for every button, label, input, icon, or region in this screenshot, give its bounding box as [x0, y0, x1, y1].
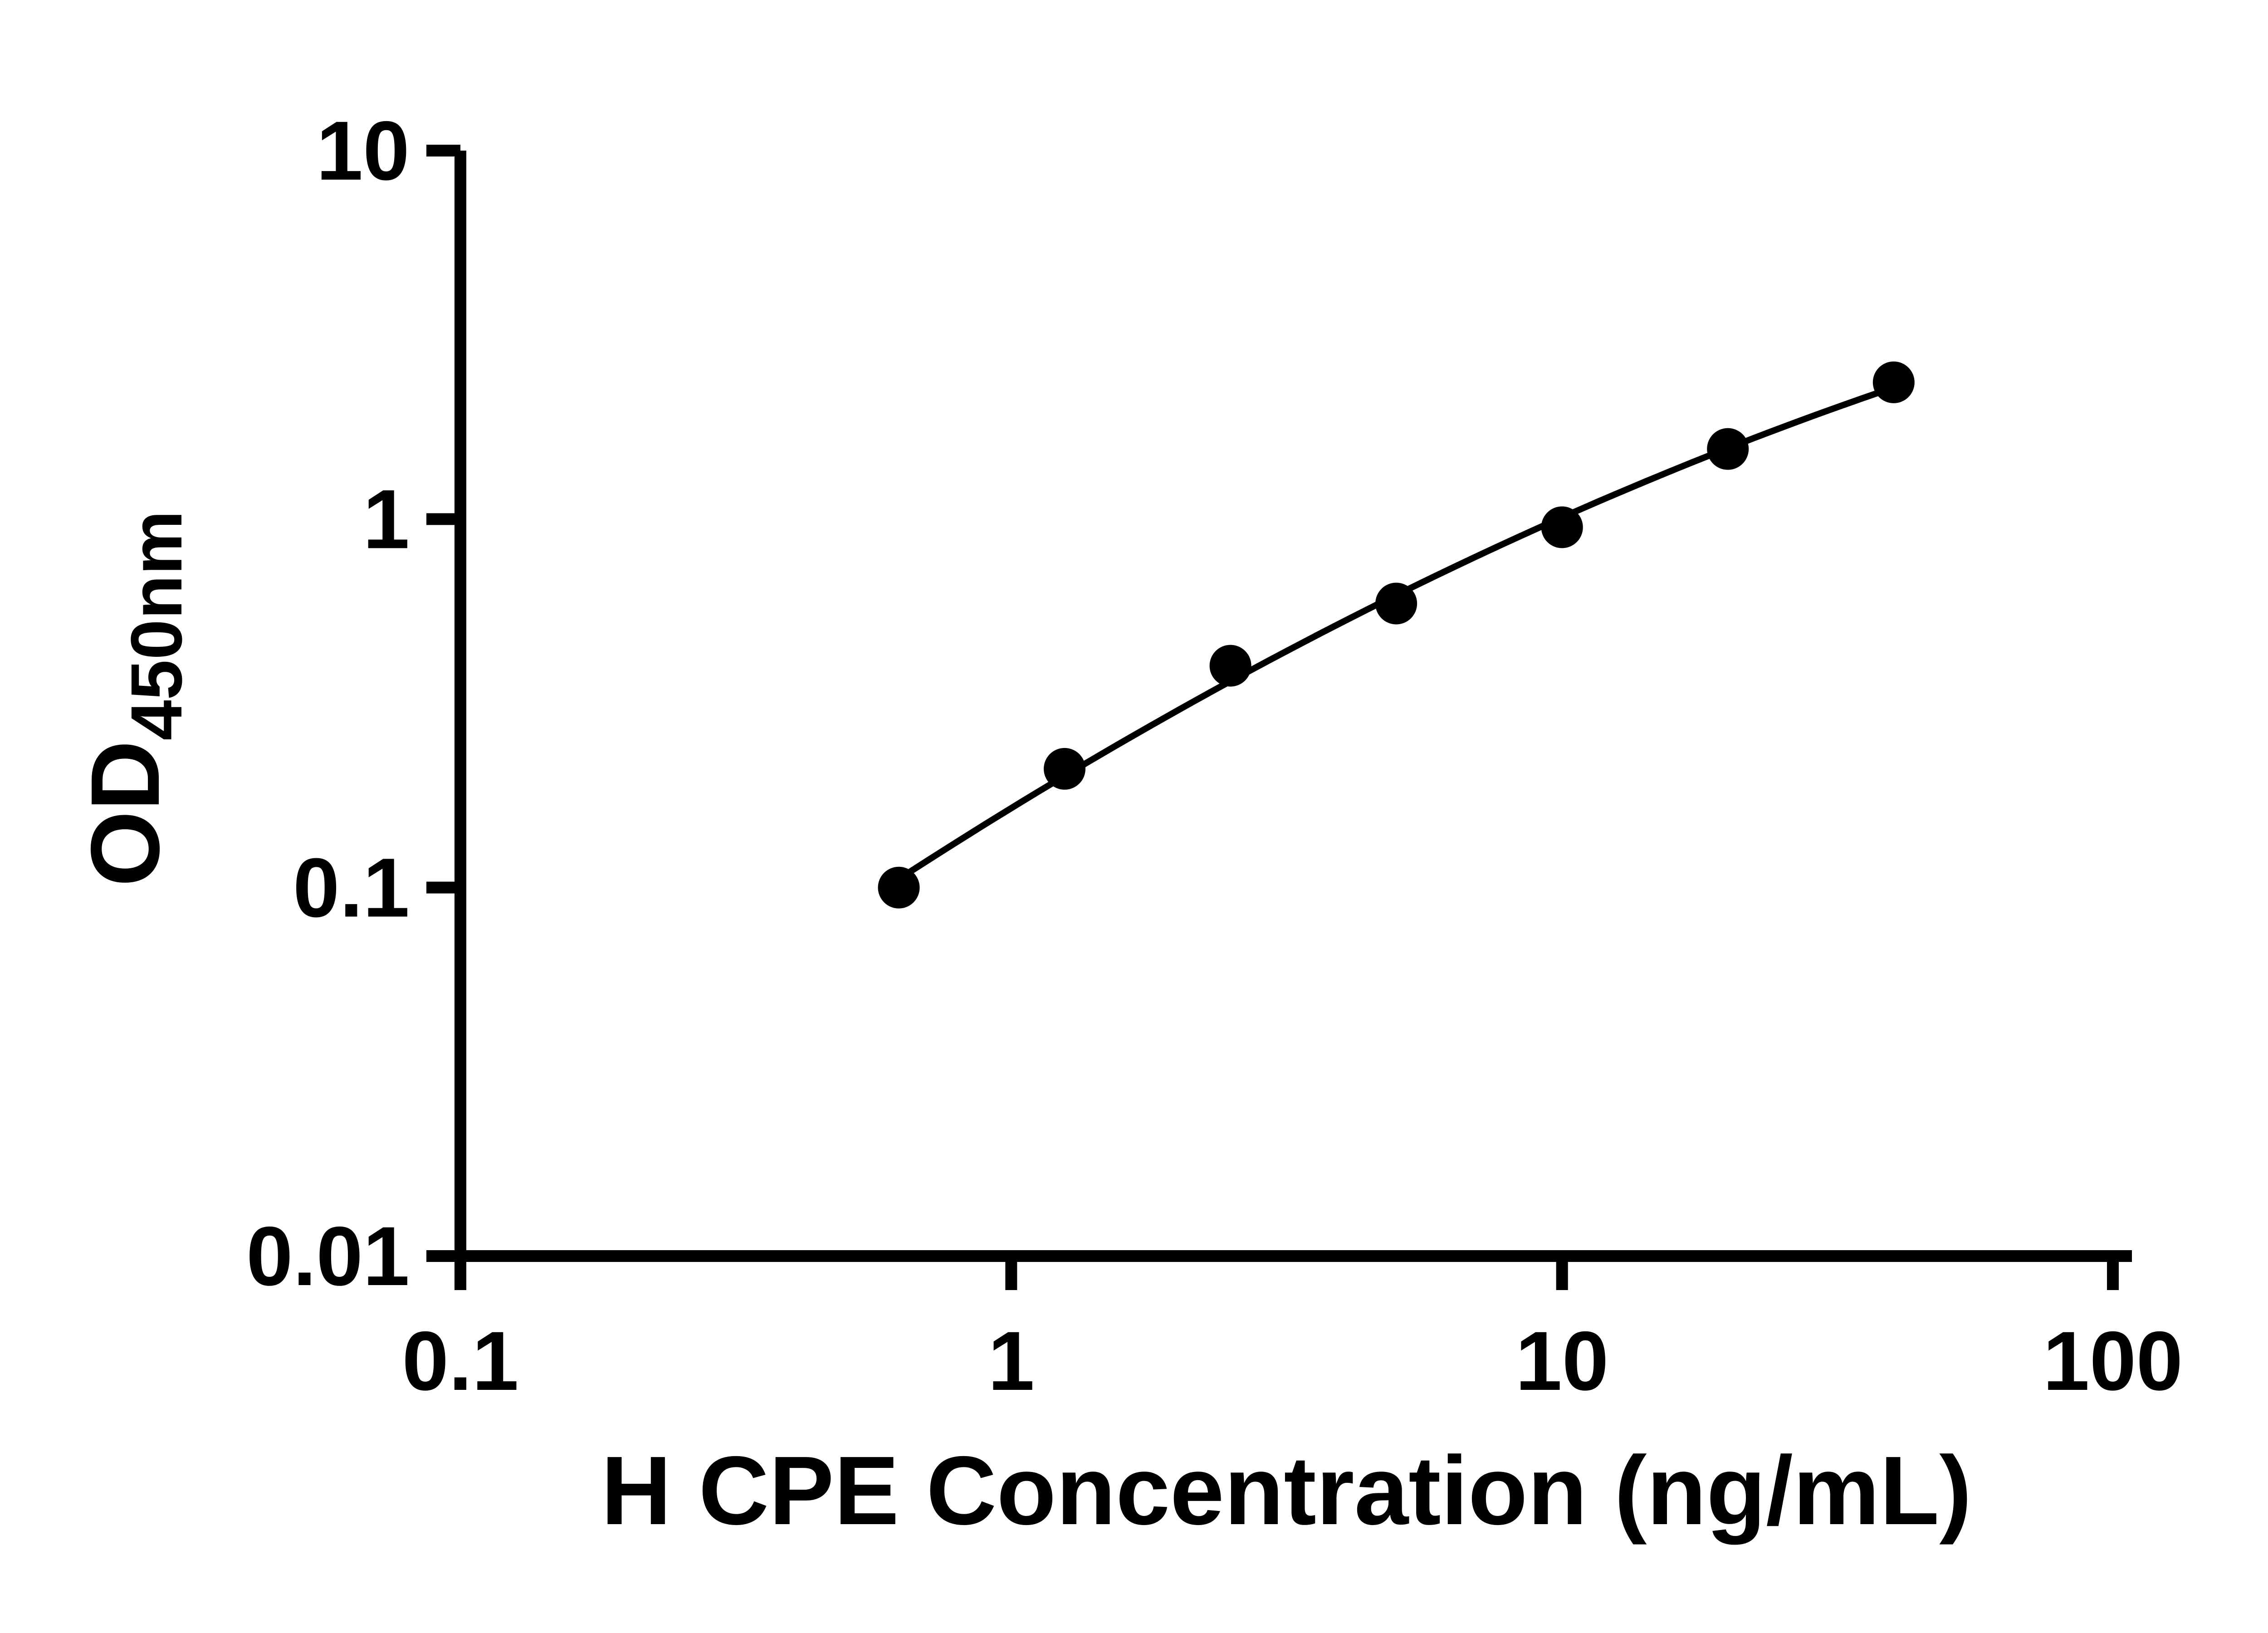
y-axis-tick-label: 0.01 — [246, 1210, 410, 1303]
series-layer — [878, 361, 1915, 909]
data-point — [1209, 645, 1251, 687]
y-axis-tick-label: 0.1 — [293, 841, 410, 935]
x-axis-tick-label: 10 — [1515, 1315, 1609, 1408]
y-axis-title: OD450nm — [70, 510, 197, 886]
x-axis-tick-label: 100 — [2043, 1315, 2183, 1408]
data-point — [1375, 582, 1418, 625]
y-axis-tick-label: 10 — [316, 104, 410, 198]
y-axis-title-subscript: 450nm — [116, 510, 197, 740]
x-axis-tick-label: 0.1 — [402, 1315, 518, 1408]
data-point — [1872, 361, 1915, 403]
data-point — [1707, 428, 1749, 470]
data-point — [1541, 506, 1583, 548]
axis-spine — [455, 151, 2132, 1262]
x-axis-title: H CPE Concentration (ng/mL) — [601, 1436, 1972, 1545]
x-axis-tick-label: 1 — [988, 1315, 1035, 1408]
axes-layer: 0.1 1 10 100 0.01 0.1 1 10 — [246, 104, 2183, 1408]
data-point — [878, 866, 920, 909]
y-axis-title-main: OD — [70, 740, 180, 887]
y-axis-tick-label: 1 — [363, 473, 410, 566]
data-point — [1044, 748, 1085, 790]
